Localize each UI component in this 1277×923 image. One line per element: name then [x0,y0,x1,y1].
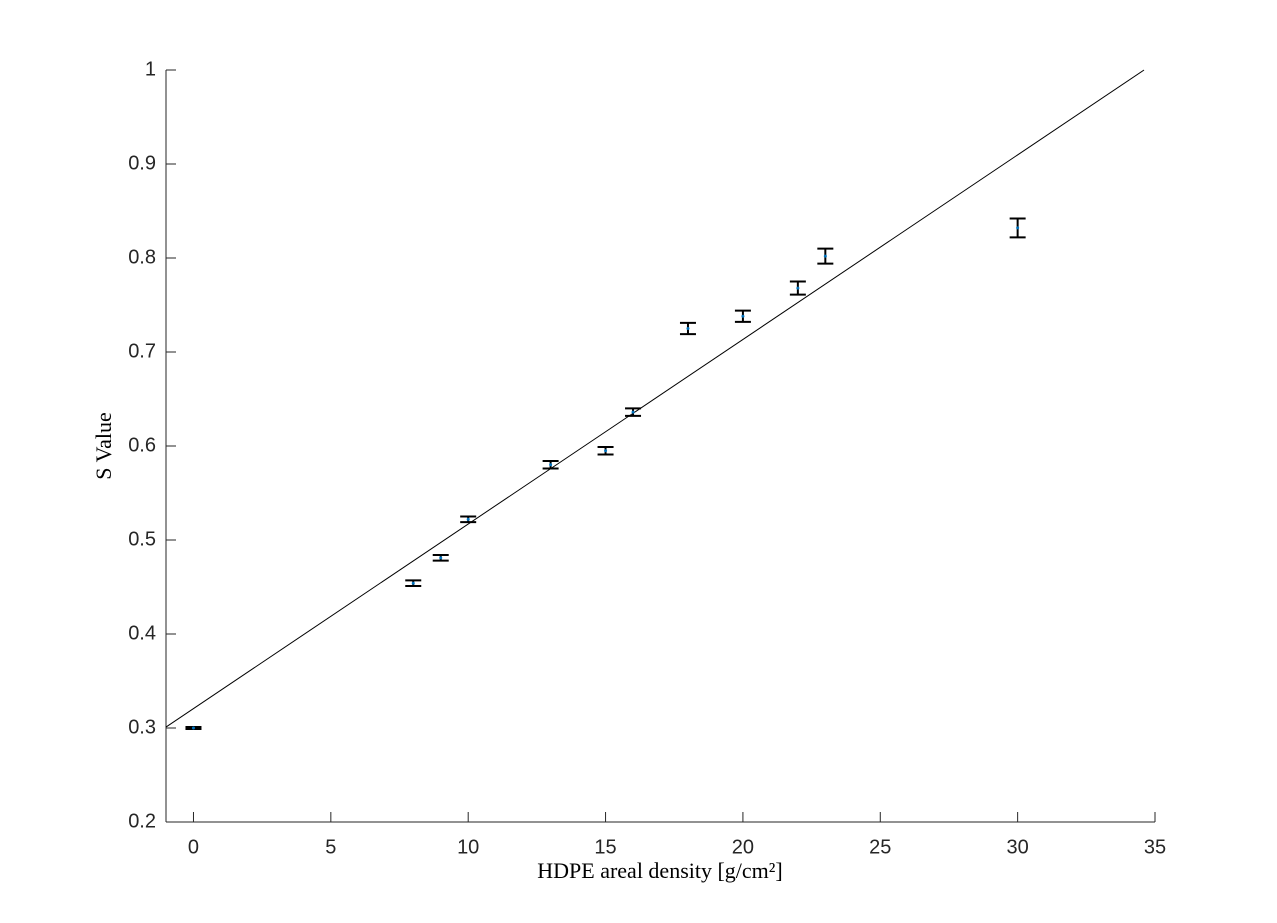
y-axis-label: S Value [91,412,116,479]
x-tick-label: 25 [869,836,891,858]
data-point [604,449,608,453]
y-tick-label: 0.9 [128,152,156,174]
data-point [549,463,553,467]
x-tick-label: 0 [188,836,199,858]
y-tick-label: 0.6 [128,434,156,456]
y-tick-label: 0.3 [128,716,156,738]
x-tick-label: 10 [457,836,479,858]
fit-line [165,69,1145,728]
data-point [1016,226,1020,230]
y-tick-label: 0.5 [128,528,156,550]
x-axis-label: HDPE areal density [g/cm²] [537,858,782,883]
y-tick-label: 0.8 [128,246,156,268]
data-point [686,327,690,330]
data-point [191,726,195,730]
x-tick-label: 35 [1144,836,1166,858]
y-tick-label: 0.4 [128,622,156,644]
x-tick-label: 5 [325,836,336,858]
data-point [796,286,800,290]
data-point [823,254,827,258]
x-tick-label: 30 [1007,836,1029,858]
y-tick-label: 1 [145,58,156,80]
y-tick-label: 0.7 [128,340,156,362]
x-tick-label: 20 [732,836,754,858]
y-tick-label: 0.2 [128,810,156,832]
data-point [631,410,635,414]
data-point [411,581,415,585]
data-point [466,517,470,521]
data-point [741,314,745,318]
x-tick-label: 15 [594,836,616,858]
data-point [439,556,443,560]
